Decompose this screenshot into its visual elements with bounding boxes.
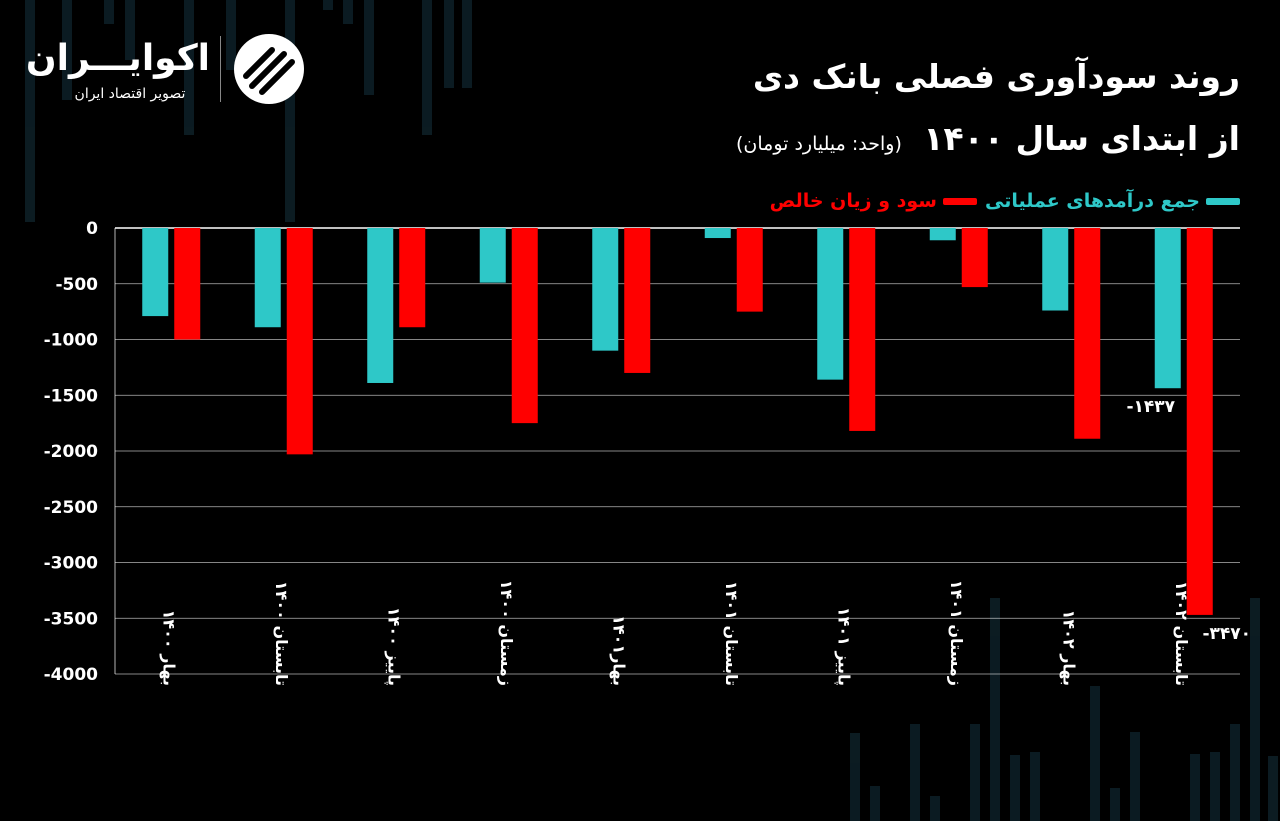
- bar-operating: [704, 228, 731, 239]
- data-label: -۱۴۳۷: [1126, 397, 1175, 417]
- bar-operating: [142, 228, 169, 317]
- legend: جمع درآمدهای عملیاتی سود و زیان خالص: [770, 190, 1240, 212]
- legend-swatch-net: [942, 197, 977, 205]
- bar-operating: [1154, 228, 1181, 389]
- legend-item-net: سود و زیان خالص: [770, 190, 977, 212]
- y-tick-label: -1000: [44, 331, 99, 351]
- title-line-2-text: از ابتدای سال ۱۴۰۰: [923, 119, 1240, 158]
- title-line-1: روند سودآوری فصلی بانک دی: [752, 57, 1240, 96]
- y-tick-label: -2000: [44, 442, 99, 462]
- x-tick-label: زمستان ۱۴۰۱: [947, 580, 966, 686]
- legend-swatch-operating: [1206, 197, 1240, 205]
- y-tick-label: -2500: [44, 498, 99, 518]
- legend-label-net: سود و زیان خالص: [769, 190, 937, 212]
- bar-operating: [817, 228, 844, 380]
- x-tick-label: تابستان ۱۴۰۲: [1172, 581, 1191, 686]
- x-tick-label: پاییز ۱۴۰۰: [383, 607, 403, 686]
- bar-net: [849, 228, 876, 431]
- bar-operating: [1042, 228, 1069, 311]
- unit-label: (واحد: میلیارد تومان): [736, 133, 902, 155]
- y-tick-label: -1500: [44, 386, 99, 406]
- bar-net: [174, 228, 201, 340]
- bar-net: [1186, 228, 1213, 615]
- data-label: -۳۴۷۰: [1202, 624, 1251, 644]
- brand-tagline: تصویر اقتصاد ایران: [74, 86, 186, 102]
- title-line-2: از ابتدای سال ۱۴۰۰ (واحد: میلیارد تومان): [540, 108, 1240, 175]
- bar-net: [399, 228, 426, 328]
- y-tick-label: -4000: [44, 665, 99, 685]
- bar-operating: [479, 228, 506, 283]
- bar-operating: [367, 228, 394, 383]
- bar-net: [1074, 228, 1101, 439]
- bar-net: [961, 228, 988, 288]
- y-tick-label: -3000: [44, 554, 99, 574]
- y-tick-label: 0: [86, 219, 98, 239]
- bar-operating: [929, 228, 956, 241]
- x-tick-label: پاییز ۱۴۰۱: [833, 607, 853, 686]
- legend-item-operating: جمع درآمدهای عملیاتی: [985, 190, 1240, 212]
- brand-logo: اکوایـــران تصویر اقتصاد ایران: [25, 32, 320, 112]
- x-tick-label: بهار ۱۴۰۰: [159, 610, 178, 686]
- x-tick-label: تابستان ۱۴۰۱: [722, 581, 741, 686]
- bar-operating: [254, 228, 281, 328]
- brand-name: اکوایـــران: [25, 38, 210, 79]
- x-tick-label: بهار۱۴۰۱: [609, 615, 628, 686]
- bar-net: [511, 228, 538, 424]
- bar-net: [736, 228, 763, 312]
- chart-title: روند سودآوری فصلی بانک دی از ابتدای سال …: [540, 46, 1240, 175]
- bar-operating: [592, 228, 619, 351]
- bar-net: [286, 228, 313, 455]
- brand-mark-icon: [234, 34, 304, 104]
- x-tick-label: بهار ۱۴۰۲: [1059, 610, 1078, 686]
- logo-divider: [220, 36, 221, 102]
- y-tick-label: -3500: [44, 609, 99, 629]
- legend-label-operating: جمع درآمدهای عملیاتی: [984, 190, 1200, 212]
- x-tick-label: تابستان ۱۴۰۰: [272, 581, 291, 686]
- y-tick-label: -500: [55, 275, 98, 295]
- x-tick-label: زمستان ۱۴۰۰: [497, 580, 516, 686]
- bar-net: [624, 228, 651, 373]
